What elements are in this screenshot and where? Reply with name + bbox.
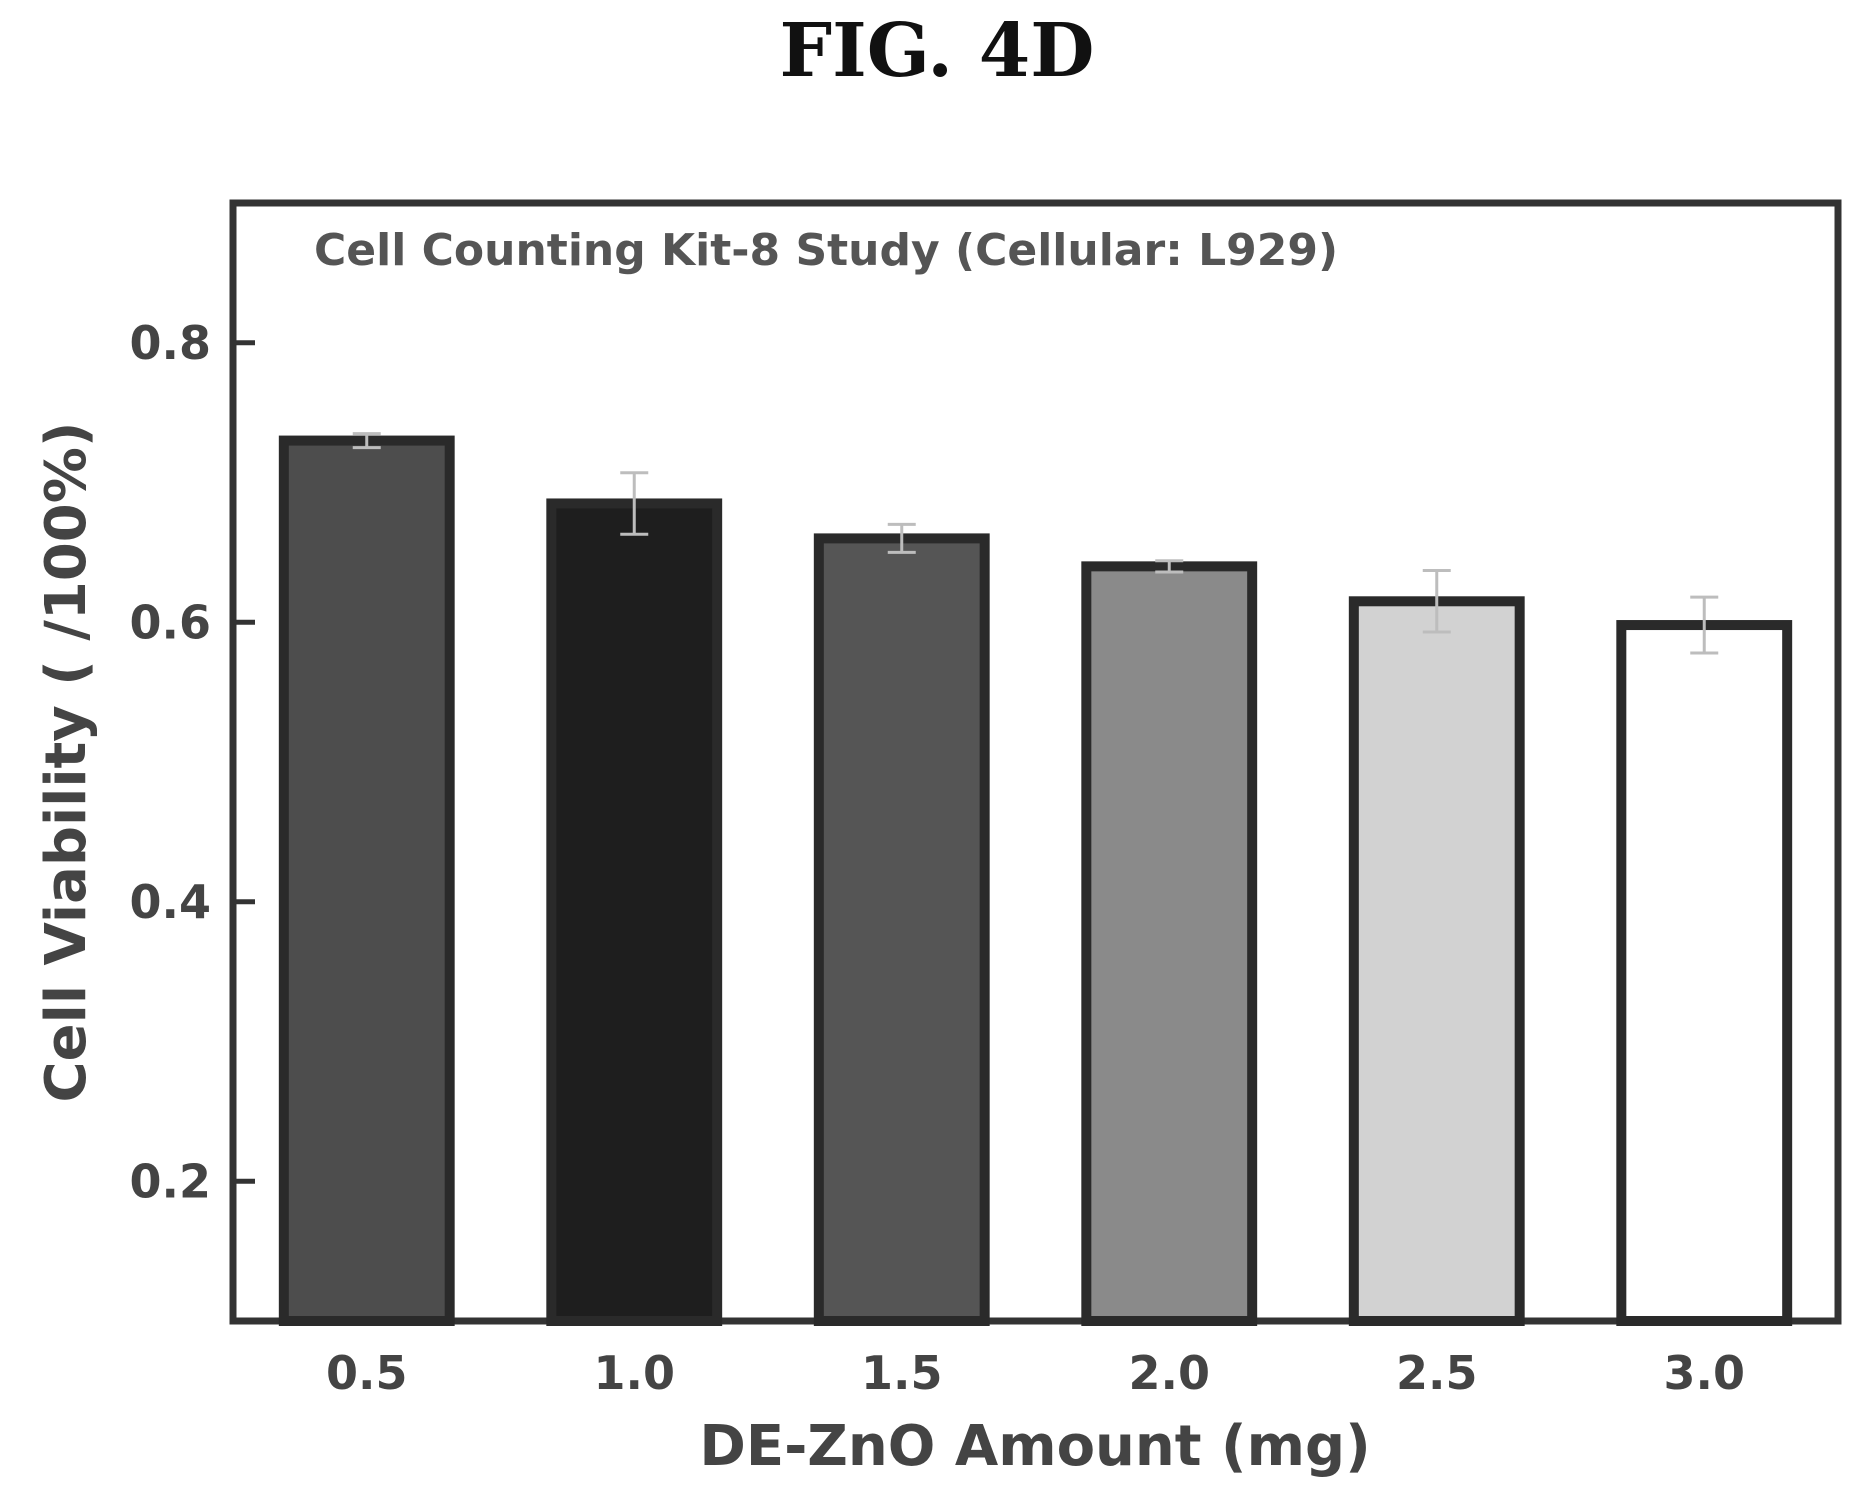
bar [1081, 561, 1258, 1326]
y-axis: 0.2 0.4 0.6 0.8 [130, 316, 255, 1208]
y-axis-label: Cell Viability ( /100%) [34, 422, 99, 1103]
error-bar [887, 522, 916, 554]
bar-chart: Cell Counting Kit-8 Study (Cellular: L92… [34, 199, 1842, 1479]
x-tick-label: 3.0 [1664, 1346, 1746, 1400]
bar [278, 435, 455, 1326]
x-tick-label: 2.0 [1129, 1346, 1211, 1400]
bar [1348, 596, 1525, 1326]
x-tick-label: 2.5 [1396, 1346, 1478, 1400]
y-tick-label: 0.8 [130, 316, 212, 370]
bars [278, 432, 1793, 1326]
x-axis-label: DE-ZnO Amount (mg) [699, 1414, 1370, 1479]
x-tick-label: 0.5 [326, 1346, 408, 1400]
y-tick-label: 0.6 [130, 595, 212, 649]
error-bar [1690, 595, 1719, 655]
bar [813, 533, 990, 1326]
chart-title: Cell Counting Kit-8 Study (Cellular: L92… [314, 225, 1338, 276]
x-tick-label: 1.0 [594, 1346, 676, 1400]
error-bar [620, 471, 649, 536]
error-bar [352, 432, 381, 450]
x-tick-label: 1.5 [861, 1346, 943, 1400]
error-bar [1422, 569, 1451, 634]
y-tick-label: 0.4 [130, 875, 212, 929]
x-axis: 0.5 1.0 1.5 2.0 2.5 3.0 [326, 1346, 1745, 1400]
bar [1616, 620, 1793, 1326]
plot-frame [229, 199, 1842, 1325]
y-tick-label: 0.2 [130, 1154, 212, 1208]
error-bar [1155, 559, 1184, 574]
bar [546, 498, 723, 1326]
figure-label: FIG. 4D [780, 8, 1095, 94]
